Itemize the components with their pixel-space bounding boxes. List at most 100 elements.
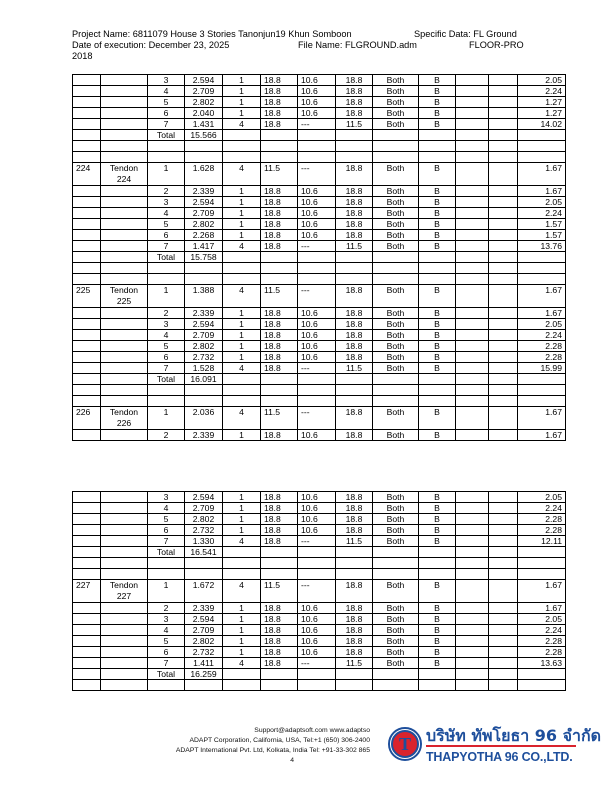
- cell-tendon-id: 227: [72, 579, 101, 603]
- cell-mid-value: 10.6: [297, 524, 336, 536]
- cell-tendon-id: [72, 657, 101, 669]
- cell-tendon-id: [72, 96, 101, 108]
- cell-length: 2.802: [184, 218, 223, 230]
- cell-span: Total: [147, 546, 185, 558]
- cell-length: 15.566: [184, 129, 223, 141]
- cell-length: [184, 384, 223, 396]
- cell-face: [372, 251, 419, 263]
- cell-span: 2: [147, 307, 185, 319]
- cell-face: Both: [372, 162, 419, 186]
- specific-data: Specific Data: FL Ground: [414, 29, 517, 39]
- cell-end-value: [335, 373, 373, 385]
- cell-span: 6: [147, 107, 185, 119]
- cell-span: 1: [147, 162, 185, 186]
- cell-mid-value: [297, 384, 336, 396]
- footer-adapt-india: ADAPT International Pvt. Ltd, Kolkata, I…: [175, 747, 370, 754]
- cell-col-12: [488, 657, 518, 669]
- cell-span: 6: [147, 524, 185, 536]
- cell-mid-value: 10.6: [297, 229, 336, 241]
- cell-type: 4: [222, 240, 261, 252]
- cell-anchor: B: [418, 196, 456, 208]
- cell-start-value: 18.8: [260, 185, 298, 197]
- cell-end-value: 18.8: [335, 502, 373, 514]
- cell-result-value: 2.05: [517, 318, 566, 330]
- table-row: 4 2.709 1 18.8 10.6 18.8 Both B 2.24: [72, 329, 566, 341]
- cell-col-12: [488, 284, 518, 308]
- cell-start-value: 11.5: [260, 579, 298, 603]
- cell-tendon-id: [72, 546, 101, 558]
- cell-end-value: [335, 546, 373, 558]
- cell-span: Total: [147, 251, 185, 263]
- cell-col-11: [455, 502, 489, 514]
- cell-anchor: B: [418, 74, 456, 86]
- program-name: FLOOR-PRO: [469, 40, 524, 50]
- cell-result-value: 1.57: [517, 218, 566, 230]
- cell-col-11: [455, 240, 489, 252]
- cell-start-value: 18.8: [260, 85, 298, 97]
- cell-result-value: 13.76: [517, 240, 566, 252]
- cell-mid-value: 10.6: [297, 602, 336, 614]
- cell-start-value: [260, 384, 298, 396]
- cell-col-11: [455, 613, 489, 625]
- cell-start-value: 18.8: [260, 207, 298, 219]
- table-row: 5 2.802 1 18.8 10.6 18.8 Both B 1.57: [72, 218, 566, 230]
- cell-type: 4: [222, 579, 261, 603]
- table-row: [72, 140, 566, 152]
- cell-tendon-id: [72, 340, 101, 352]
- table-row: 6 2.268 1 18.8 10.6 18.8 Both B 1.57: [72, 229, 566, 241]
- cell-mid-value: [297, 395, 336, 407]
- cell-face: Both: [372, 351, 419, 363]
- cell-length: 2.594: [184, 491, 223, 503]
- cell-span: 1: [147, 406, 185, 430]
- cell-mid-value: [297, 151, 336, 163]
- table-row: 6 2.040 1 18.8 10.6 18.8 Both B 1.27: [72, 107, 566, 119]
- cell-tendon-name: [100, 513, 148, 525]
- cell-span: 3: [147, 318, 185, 330]
- cell-anchor: B: [418, 185, 456, 197]
- cell-end-value: [335, 273, 373, 285]
- cell-type: 4: [222, 535, 261, 547]
- cell-span: [147, 395, 185, 407]
- cell-col-11: [455, 646, 489, 658]
- cell-type: 1: [222, 85, 261, 97]
- cell-result-value: 2.05: [517, 196, 566, 208]
- cell-start-value: 18.8: [260, 229, 298, 241]
- cell-start-value: 18.8: [260, 118, 298, 130]
- cell-col-11: [455, 207, 489, 219]
- cell-col-12: [488, 568, 518, 580]
- cell-start-value: 18.8: [260, 657, 298, 669]
- cell-tendon-id: 225: [72, 284, 101, 308]
- cell-span: 7: [147, 535, 185, 547]
- cell-mid-value: [297, 679, 336, 691]
- cell-span: 4: [147, 207, 185, 219]
- cell-tendon-name: Tendon 224: [100, 162, 148, 186]
- logo-divider: [426, 745, 576, 747]
- cell-tendon-id: [72, 251, 101, 263]
- cell-mid-value: [297, 129, 336, 141]
- cell-anchor: B: [418, 406, 456, 430]
- cell-col-12: [488, 624, 518, 636]
- cell-anchor: B: [418, 329, 456, 341]
- table-row: Total 16.541: [72, 546, 566, 558]
- cell-face: Both: [372, 240, 419, 252]
- cell-span: 3: [147, 196, 185, 208]
- cell-mid-value: ---: [297, 162, 336, 186]
- cell-anchor: B: [418, 318, 456, 330]
- table-row: 3 2.594 1 18.8 10.6 18.8 Both B 2.05: [72, 74, 566, 86]
- company-logo: T: [388, 727, 422, 761]
- cell-end-value: 18.8: [335, 162, 373, 186]
- logo-letter: T: [391, 730, 419, 758]
- cell-type: [222, 384, 261, 396]
- table-row: [72, 568, 566, 580]
- cell-result-value: 1.67: [517, 406, 566, 430]
- cell-anchor: [418, 151, 456, 163]
- cell-start-value: 18.8: [260, 502, 298, 514]
- cell-span: 3: [147, 613, 185, 625]
- cell-result-value: [517, 557, 566, 569]
- cell-length: 2.036: [184, 406, 223, 430]
- cell-face: Both: [372, 218, 419, 230]
- cell-face: [372, 679, 419, 691]
- cell-tendon-name: [100, 340, 148, 352]
- cell-face: Both: [372, 185, 419, 197]
- cell-end-value: [335, 568, 373, 580]
